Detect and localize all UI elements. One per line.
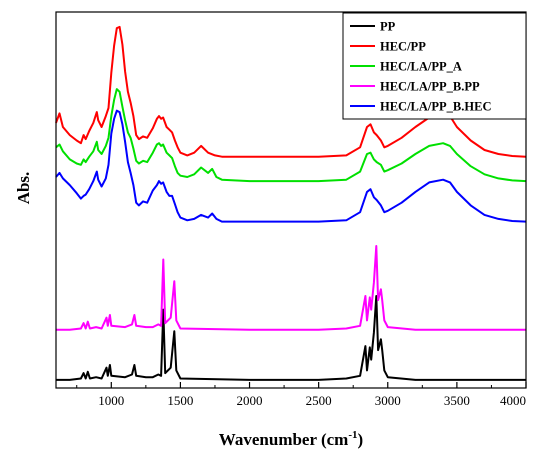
legend-label: HEC/LA/PP_B.PP (380, 80, 480, 94)
series-line-hec-la-pp-b-pp (56, 245, 526, 331)
legend-label: HEC/LA/PP_B.HEC (380, 100, 491, 114)
x-tick-label: 4000 (500, 393, 526, 408)
series-line-pp (56, 295, 526, 381)
x-tick-label: 2500 (306, 393, 332, 408)
y-axis-title: Abs. (14, 172, 33, 205)
series-line-hec-la-pp-b-hec (55, 109, 527, 223)
x-axis-title: Wavenumber (cm-1) (219, 429, 363, 449)
series-line-hec-la-pp-a (55, 88, 527, 183)
legend-label: PP (380, 20, 396, 34)
x-axis-ticks: 1000 1500 2000 2500 3000 3500 4000 (76, 382, 527, 408)
x-axis-title-main: Wavenumber (cm (219, 430, 349, 449)
x-tick-label: 2000 (237, 393, 263, 408)
x-tick-label: 1000 (98, 393, 124, 408)
x-axis-title-end: ) (358, 430, 364, 449)
x-tick-label: 3000 (375, 393, 401, 408)
legend-label: HEC/PP (380, 40, 426, 54)
x-axis-title-sup: -1 (348, 429, 357, 441)
x-tick-label: 1500 (167, 393, 193, 408)
series-layer (55, 25, 527, 381)
plot-frame (55, 11, 527, 389)
legend-label: HEC/LA/PP_A (380, 60, 462, 74)
x-tick-label: 3500 (444, 393, 470, 408)
series-line-hec-pp (55, 25, 527, 158)
legend: PP HEC/PP HEC/LA/PP_A HEC/LA/PP_B.PP HEC/LA/… (342, 12, 527, 120)
